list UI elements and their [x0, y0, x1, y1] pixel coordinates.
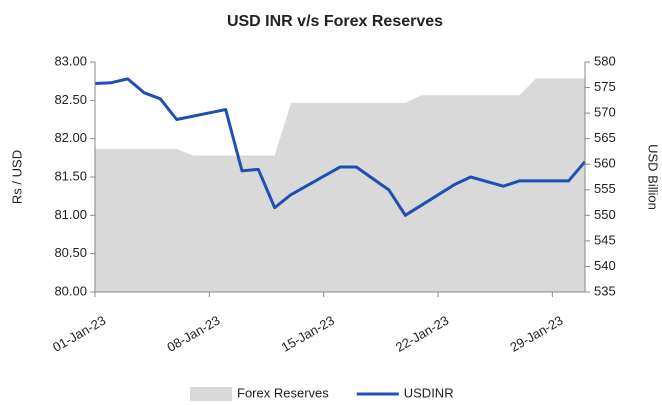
- y-tick-label: 82.50: [54, 92, 87, 107]
- y-tick-label: 80.00: [54, 283, 87, 298]
- y-tick-label: 83.00: [54, 53, 87, 68]
- y2-tick-label: 575: [594, 79, 616, 94]
- y-tick-label: 80.50: [54, 245, 87, 260]
- chart-title: USD INR v/s Forex Reserves: [227, 13, 443, 30]
- y-tick-label: 81.00: [54, 207, 87, 222]
- x-tick-label: 15-Jan-23: [279, 313, 337, 355]
- legend-label: Forex Reserves: [237, 385, 329, 400]
- x-tick-label: 08-Jan-23: [164, 313, 222, 355]
- y2-tick-label: 545: [594, 232, 616, 247]
- y2-axis-label: USD Billion: [646, 144, 661, 210]
- x-tick-label: 22-Jan-23: [393, 313, 451, 355]
- area: [95, 78, 585, 292]
- y2-tick-label: 540: [594, 258, 616, 273]
- y2-tick-label: 550: [594, 207, 616, 222]
- y2-tick-label: 535: [594, 283, 616, 298]
- y2-tick-label: 565: [594, 130, 616, 145]
- y2-tick-label: 560: [594, 156, 616, 171]
- legend-swatch: [190, 387, 232, 401]
- y-axis-label: Rs / USD: [9, 150, 24, 204]
- legend-label: USDINR: [404, 385, 454, 400]
- y-tick-label: 82.00: [54, 130, 87, 145]
- y2-tick-label: 580: [594, 53, 616, 68]
- y2-tick-label: 570: [594, 105, 616, 120]
- line: [94, 77, 587, 217]
- y-tick-label: 81.50: [54, 168, 87, 183]
- x-tick-label: 29-Jan-23: [507, 313, 565, 355]
- x-tick-label: 01-Jan-23: [50, 313, 108, 355]
- y2-tick-label: 555: [594, 181, 616, 196]
